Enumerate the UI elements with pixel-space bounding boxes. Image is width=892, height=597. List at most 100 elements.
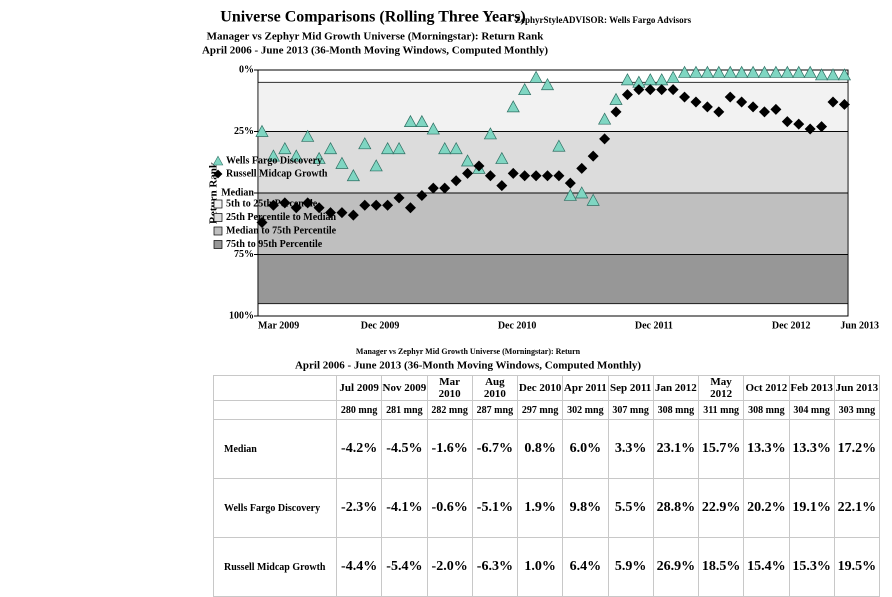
x-tick-label: Jun 2013 [840,320,879,331]
point [323,141,338,155]
point [620,73,635,86]
point [267,199,279,211]
point [610,106,622,118]
point [507,167,519,179]
point [780,65,794,78]
x-tick-label: Dec 2009 [361,320,400,331]
value-cell: 15.3% [788,537,835,597]
legend-label: Russell Midcap Growth [226,168,328,179]
point [301,129,315,142]
point [462,167,474,179]
point [770,103,782,115]
row-label: Median [213,419,337,479]
count-cell: 308 mng [652,400,700,420]
point [553,170,565,182]
point [255,124,269,137]
value-cell: 0.8% [516,419,564,479]
point [792,65,806,78]
source: ZephyrStyleADVISOR: Wells Fargo Advisors [515,15,692,25]
point [506,100,520,113]
point [804,123,816,135]
count-row: 280 mng 281 mng 282 mng 287 mng 297 mng 302 m… [213,400,881,420]
value-cell: 1.9% [516,478,564,538]
subtitle: April 2006 - June 2013 (36-Month Moving … [202,45,548,57]
y-tick-label: 0% [239,64,254,75]
count-cell: 281 mng [381,400,428,420]
value-cell: -6.7% [471,419,519,479]
legend-swatch [213,213,223,222]
point [633,84,645,96]
x-tick-label: Dec 2011 [635,320,673,331]
table: Jul 2009 Nov 2009 Mar 2010 Aug 2010 Dec 2010… [213,375,881,597]
point [460,154,475,167]
page: {"chart_data": {"type": "scatter", "titl… [201,8,881,597]
point [313,202,325,214]
value-cell: 19.5% [833,537,881,597]
percentile-band [257,131,849,194]
point [325,207,337,219]
point [530,170,542,182]
column-header: Jul 2009 [335,375,383,401]
point [689,65,703,78]
point [416,189,428,201]
count-cell: 303 mng [833,400,881,420]
value-cell: 1.0% [516,537,564,597]
chart-title: Universe Comparisons (Rolling Three Year… [220,9,525,26]
x-tick-label: Dec 2010 [498,320,537,331]
point [701,101,713,113]
value-cell: 19.1% [788,478,835,538]
legend-swatch [213,226,223,236]
value-cell: -4.2% [335,419,383,479]
point [347,209,359,221]
point [781,116,793,128]
point [827,96,839,108]
point [598,112,612,125]
point [757,65,772,78]
point [266,149,281,162]
legend-marker [212,155,224,166]
point [814,68,829,81]
point [599,133,611,145]
x-tick-label: Mar 2009 [258,320,299,331]
point [576,162,588,174]
count-cell: 308 mng [743,400,790,420]
point [483,127,497,140]
column-header: Aug 2010 [471,375,519,401]
point [769,65,783,78]
header-cell [213,375,337,401]
column-header: Nov 2009 [381,375,428,401]
point [837,68,852,81]
column-header: Jan 2012 [652,375,700,401]
value-cell: -6.3% [471,537,519,597]
value-cell: -5.1% [471,478,519,538]
value-cell: -2.3% [335,478,383,538]
value-cell: 18.5% [697,537,745,597]
point [256,217,268,229]
value-cell: 5.5% [607,478,654,538]
count-cell: 302 mng [562,400,609,420]
point [358,137,372,150]
table-title: April 2006 - June 2013 (36-Month Moving … [295,360,641,372]
point [609,92,623,105]
point [575,186,589,199]
legend-swatch [213,199,223,209]
point [563,188,577,201]
point [816,121,828,133]
point [473,160,485,172]
data-row: Wells Fargo Discovery -2.3% -4.1% -0.6% -5.1… [213,478,881,538]
point [656,84,668,96]
value-cell: 22.9% [697,478,745,538]
point [723,65,737,78]
point [393,192,405,204]
header-row: Jul 2009 Nov 2009 Mar 2010 Aug 2010 Dec 2010… [213,375,881,401]
value-cell: 20.2% [743,478,790,538]
point [644,84,656,96]
legend-label: Wells Fargo Discovery [226,155,322,166]
value-cell: 3.3% [607,419,654,479]
legend-label: 5th to 25th Percentile [226,198,318,209]
point [713,106,725,118]
point [724,91,736,103]
y-tick-label: Median [221,187,254,198]
point [735,65,749,78]
column-header: Feb 2013 [788,375,835,401]
